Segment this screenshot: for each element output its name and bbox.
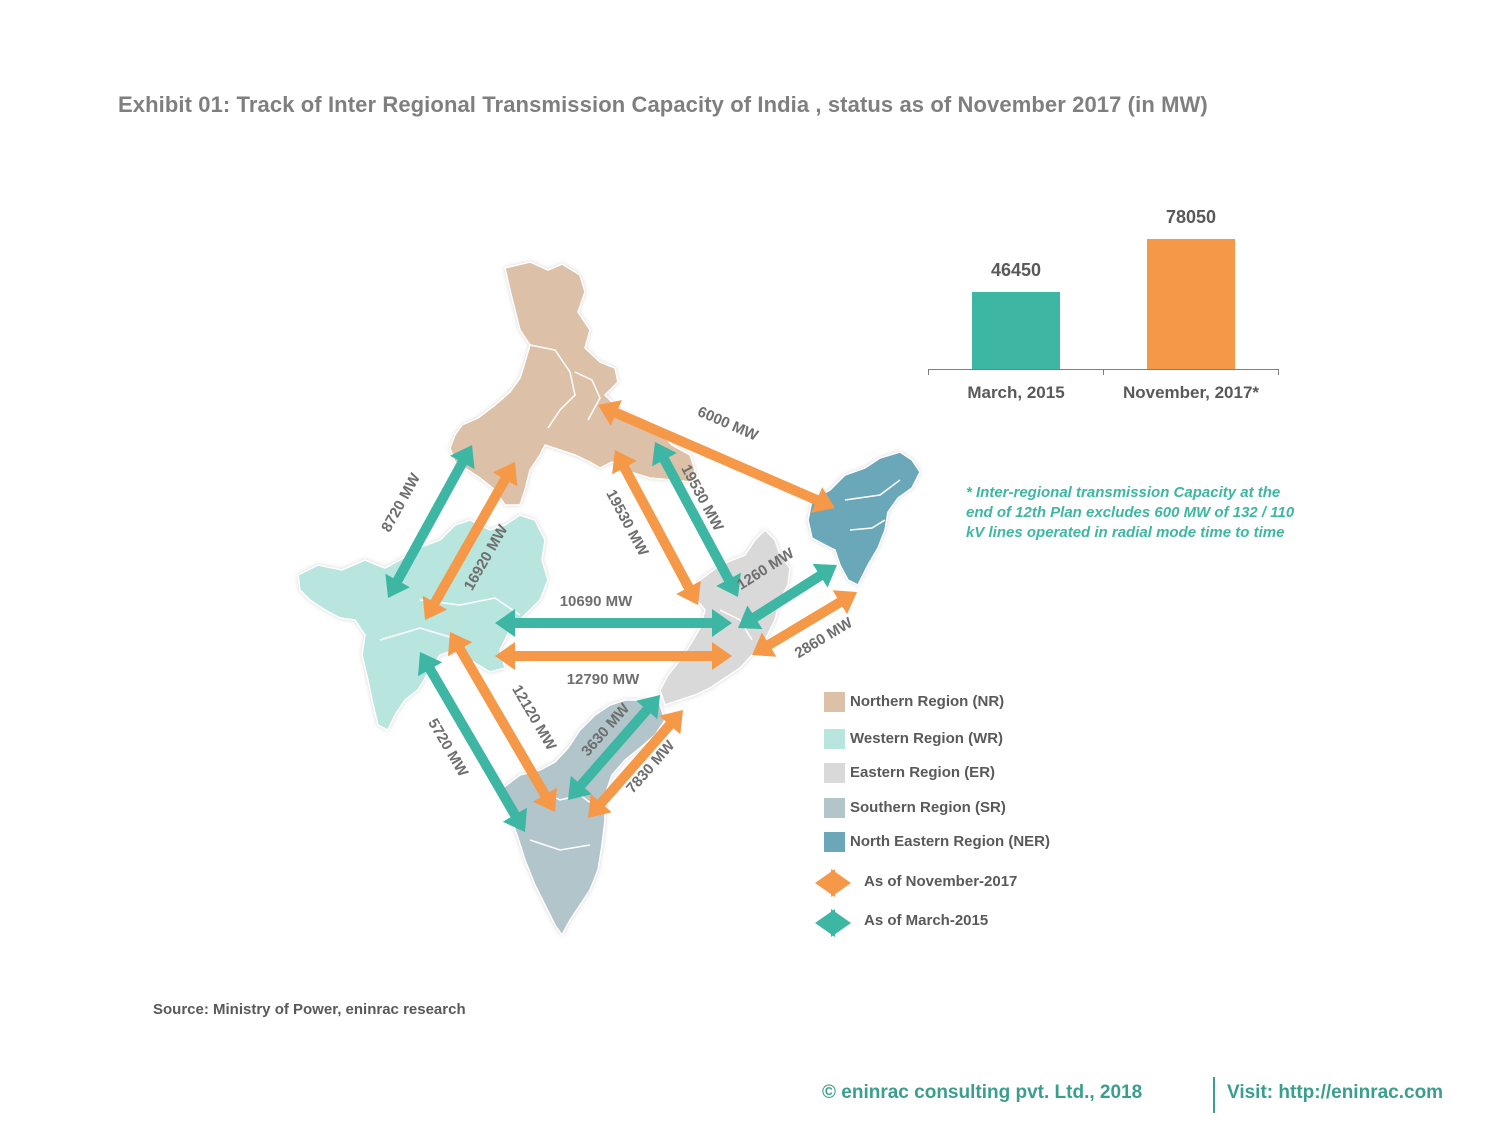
- transmission-arrow-nr-er: [612, 450, 701, 605]
- footnote: * Inter-regional transmission Capacity a…: [966, 484, 1295, 541]
- bar-category-label: March, 2015: [967, 383, 1065, 402]
- legend-arrow-mar2015-icon: [815, 909, 851, 937]
- capacity-label: 6000 MW: [695, 403, 761, 445]
- legend-swatch: [824, 729, 845, 749]
- axis-tick: [1278, 369, 1279, 375]
- transmission-arrow-nr-ner: [598, 400, 835, 513]
- bar-category-label: November, 2017*: [1122, 383, 1260, 402]
- bar-value-label: 46450: [990, 259, 1042, 280]
- transmission-arrow-er-sr: [568, 695, 660, 800]
- footer-visit-link[interactable]: Visit: http://eninrac.com: [1227, 1082, 1444, 1103]
- legend-swatch: [824, 763, 845, 783]
- transmission-arrow-wr-sr: [418, 652, 527, 832]
- transmission-arrow-nr-wr: [422, 462, 518, 620]
- capacity-label: 10690 MW: [560, 593, 633, 610]
- bar-1: [1147, 238, 1235, 369]
- transmission-arrow-wr-sr: [448, 632, 557, 812]
- source-note: Source: Ministry of Power, eninrac resea…: [153, 1001, 466, 1018]
- legend-label: As of March-2015: [864, 912, 989, 929]
- transmission-arrow-nr-er: [652, 442, 741, 597]
- axis-tick: [1103, 369, 1104, 375]
- footer-divider: [1213, 1077, 1215, 1113]
- region-eastern: [659, 528, 791, 706]
- bar-value-label: 78050: [1165, 206, 1217, 227]
- legend-label: Southern Region (SR): [850, 799, 1006, 816]
- legend-label: North Eastern Region (NER): [850, 833, 1051, 850]
- transmission-arrow-wr-er: [495, 609, 732, 637]
- capacity-label: 12790 MW: [567, 671, 640, 688]
- exhibit-title: Exhibit 01: Track of Inter Regional Tran…: [118, 92, 1208, 117]
- transmission-arrow-nr-wr: [385, 445, 475, 598]
- legend-swatch: [824, 692, 845, 712]
- transmission-arrow-wr-er: [495, 642, 732, 670]
- transmission-arrow-er-ner: [738, 563, 837, 630]
- capacity-bar-chart: 46450 March, 2015 78050 November, 2017*: [920, 205, 1300, 415]
- legend-swatch: [824, 798, 845, 818]
- legend-label: Eastern Region (ER): [850, 764, 996, 781]
- legend-label: Western Region (WR): [850, 730, 1004, 747]
- bar-0: [972, 291, 1060, 369]
- capacity-label: 8720 MW: [378, 470, 424, 535]
- legend-label: Northern Region (NR): [850, 693, 1005, 710]
- region-southern: [499, 699, 666, 937]
- legend-swatch: [824, 832, 845, 852]
- axis-tick: [928, 369, 929, 375]
- footer-copyright: © eninrac consulting pvt. Ltd., 2018: [822, 1082, 1143, 1103]
- legend-arrow-nov2017-icon: [815, 869, 851, 897]
- legend-label: As of November-2017: [864, 873, 1018, 890]
- transmission-arrow-er-ner: [752, 590, 857, 657]
- transmission-arrow-er-sr: [588, 710, 683, 818]
